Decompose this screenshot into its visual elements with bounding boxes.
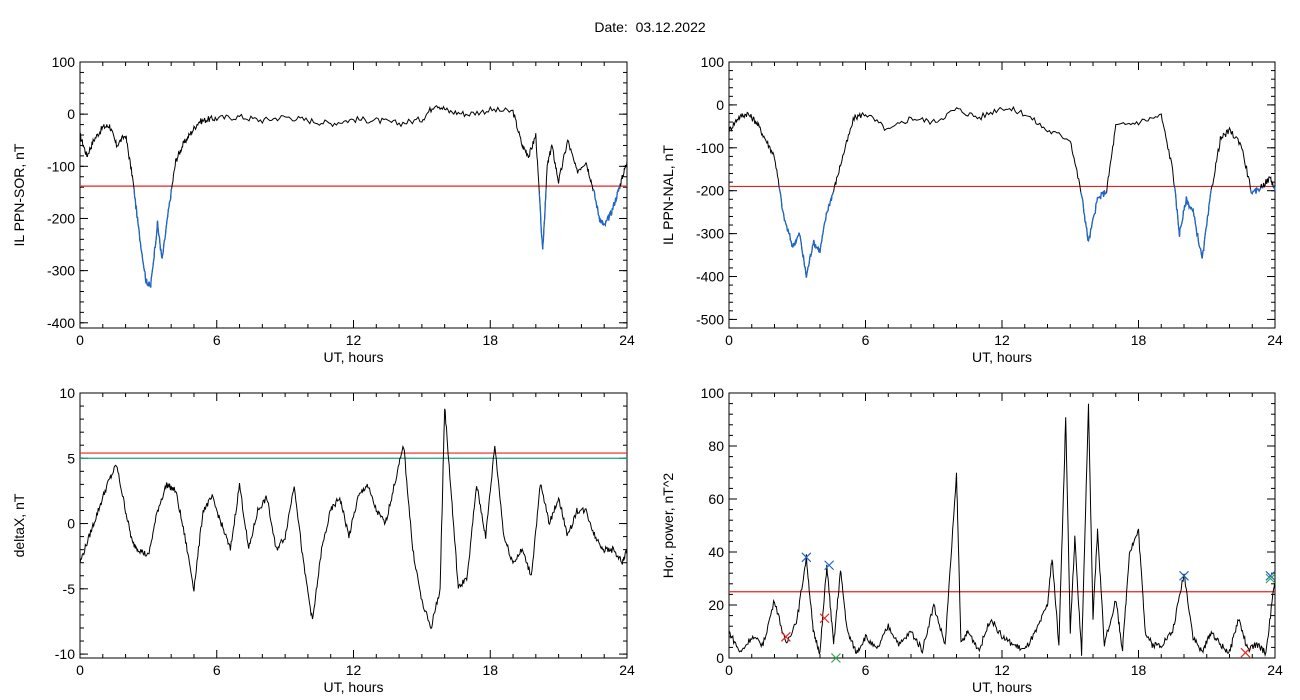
y-tick-label: -10	[55, 646, 75, 662]
peak-marker	[831, 653, 841, 663]
plot-frame	[728, 392, 1276, 659]
x-tick-label: 12	[994, 662, 1010, 678]
y-tick-label: 80	[708, 438, 724, 454]
plot-frame	[79, 392, 628, 659]
y-axis-label: Hor. power, nT^2	[660, 473, 676, 579]
series-line	[79, 408, 628, 630]
below-threshold-segment	[133, 188, 173, 288]
peak-marker	[1179, 570, 1189, 581]
y-tick-label: 20	[708, 597, 724, 613]
series-line	[79, 105, 628, 288]
x-tick-label: 6	[862, 332, 870, 348]
chart-panel-ppn-nal: 0 6 12 18 24 100 0 -100 -200 -300 -400 -500 UT, hour…	[660, 54, 1283, 365]
peak-marker	[780, 631, 791, 642]
below-threshold-segment	[1272, 186, 1275, 189]
chart-panel-hor-power: 0 6 12 18 24 100 80 60 40 20 0 UT, hours Hor. power,…	[660, 385, 1283, 695]
y-tick-label: 0	[67, 106, 75, 122]
y-tick-label: 100	[701, 385, 725, 401]
x-tick-label: 18	[482, 332, 498, 348]
peak-marker	[819, 613, 830, 624]
y-tick-label: 0	[67, 516, 75, 532]
y-tick-label: -100	[696, 140, 724, 156]
x-tick-label: 0	[725, 332, 733, 348]
y-tick-label: -200	[47, 210, 75, 226]
x-tick-label: 18	[482, 662, 498, 678]
x-tick-label: 24	[1267, 662, 1283, 678]
below-threshold-segment	[1173, 186, 1212, 259]
x-tick-label: 12	[346, 662, 362, 678]
y-tick-label: 10	[59, 385, 75, 401]
peak-marker	[801, 552, 812, 563]
y-tick-label: 40	[708, 544, 724, 560]
plot-frame	[728, 61, 1276, 329]
y-axis-label: IL PPN-NAL, nT	[660, 145, 676, 245]
chart-panel-ppn-sor: 0 6 12 18 24 100 0 -100 -200 -300 -400 UT, hours IL …	[11, 54, 635, 365]
y-tick-label: -400	[47, 315, 75, 331]
x-tick-label: 0	[76, 662, 84, 678]
y-axis-label: IL PPN-SOR, nT	[11, 143, 27, 246]
x-tick-label: 18	[1131, 332, 1147, 348]
x-tick-label: 0	[76, 332, 84, 348]
chart-panel-deltax: 0 6 12 18 24 10 5 0 -5 -10 UT, hours deltaX, nT	[11, 385, 635, 695]
peak-marker	[1265, 573, 1276, 584]
x-tick-label: 24	[1267, 332, 1283, 348]
series-line	[728, 105, 1276, 278]
y-tick-label: -100	[47, 158, 75, 174]
date-label: Date:	[594, 19, 628, 35]
below-threshold-segment	[1249, 186, 1262, 195]
y-tick-label: 5	[67, 450, 75, 466]
below-threshold-segment	[778, 186, 835, 278]
below-threshold-segment	[1080, 190, 1108, 243]
y-tick-label: 0	[716, 97, 724, 113]
y-tick-label: 100	[701, 54, 725, 70]
page-title: Date: 03.12.2022	[0, 19, 1300, 35]
x-tick-label: 24	[619, 332, 635, 348]
x-tick-label: 12	[346, 332, 362, 348]
date-value: 03.12.2022	[635, 19, 706, 35]
x-tick-label: 6	[862, 662, 870, 678]
peak-marker	[824, 560, 835, 571]
x-tick-label: 6	[213, 332, 221, 348]
peak-marker	[1240, 647, 1251, 658]
x-tick-label: 24	[619, 662, 635, 678]
y-tick-label: 0	[716, 650, 724, 666]
below-threshold-segment	[538, 188, 547, 250]
y-tick-label: -200	[696, 183, 724, 199]
x-axis-label: UT, hours	[972, 679, 1032, 695]
x-axis-label: UT, hours	[324, 679, 384, 695]
y-tick-label: -400	[696, 269, 724, 285]
y-tick-label: 60	[708, 491, 724, 507]
y-tick-label: -500	[696, 311, 724, 327]
y-tick-label: -300	[696, 226, 724, 242]
peak-marker	[1265, 570, 1276, 581]
y-tick-label: -300	[47, 263, 75, 279]
plot-frame	[79, 61, 628, 329]
y-axis-label: deltaX, nT	[11, 493, 27, 557]
x-tick-label: 0	[725, 662, 733, 678]
x-axis-label: UT, hours	[972, 349, 1032, 365]
y-tick-label: -5	[63, 581, 76, 597]
y-tick-label: 100	[52, 54, 76, 70]
x-axis-label: UT, hours	[324, 349, 384, 365]
x-tick-label: 12	[994, 332, 1010, 348]
below-threshold-segment	[592, 186, 621, 228]
x-tick-label: 18	[1131, 662, 1147, 678]
series-line	[728, 403, 1276, 658]
x-tick-label: 6	[213, 662, 221, 678]
